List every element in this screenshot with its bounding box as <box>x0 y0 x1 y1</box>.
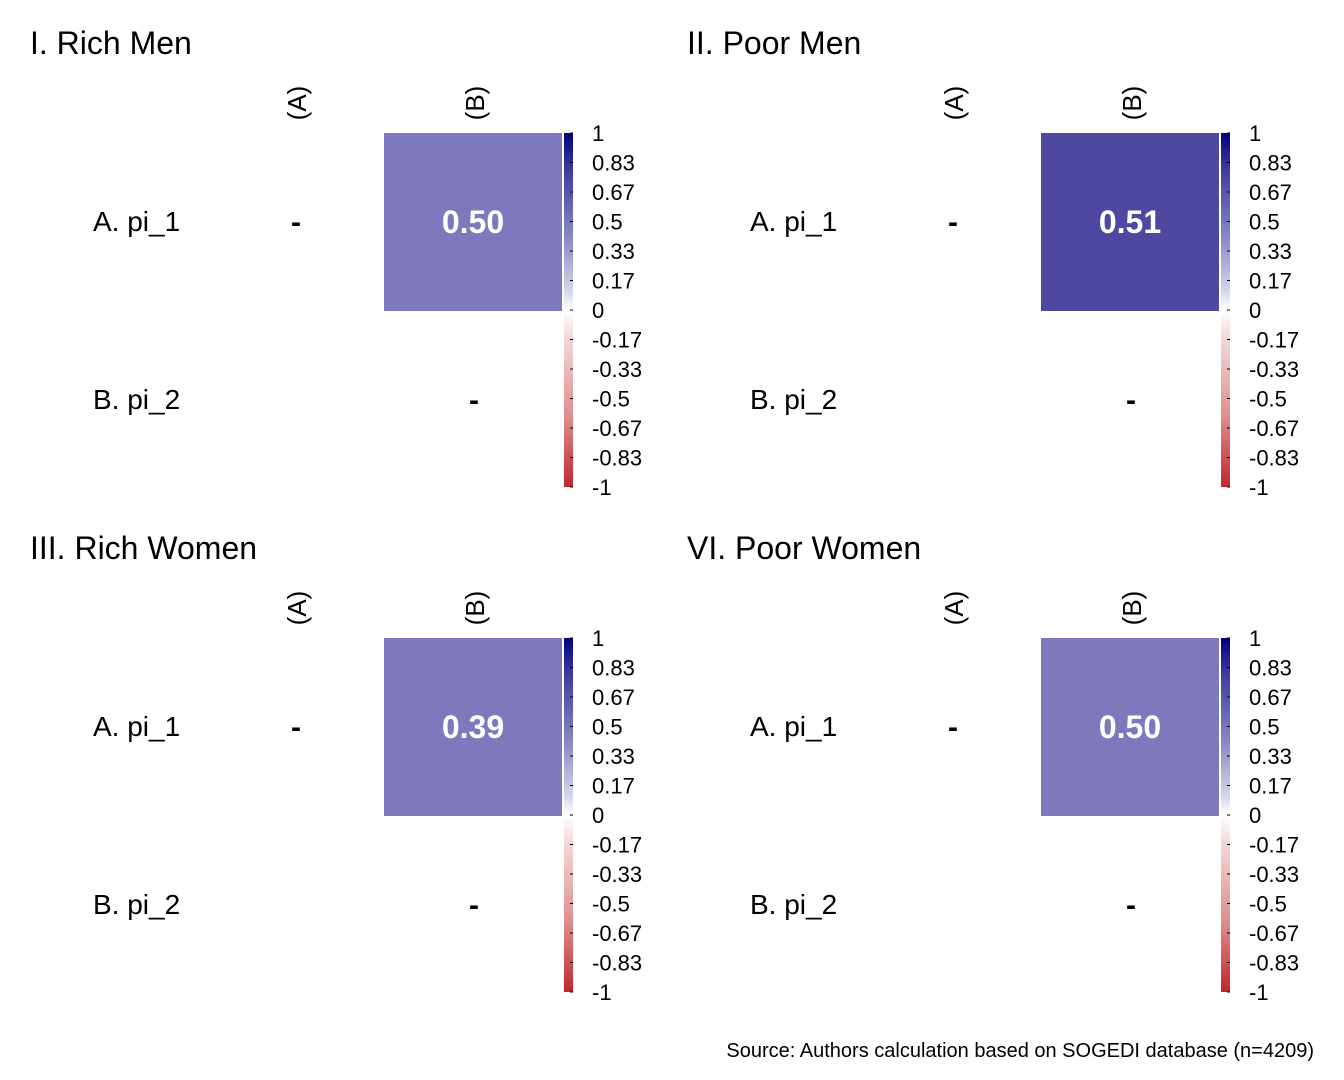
colorbar-tick-label: 0 <box>1249 298 1261 323</box>
colorbar-tick-label: 0.67 <box>1249 685 1292 710</box>
heatmap-panel: VI. Poor Women(A) (B)A. pi_1B. pi_2- 0.50-… <box>687 530 1299 1005</box>
cell-empty-marker: - <box>948 711 958 744</box>
column-label: (A) <box>939 591 969 626</box>
cell-empty-marker: - <box>291 206 301 239</box>
colorbar-tick-label: 0.17 <box>592 774 635 799</box>
colorbar-tick-label: 0.17 <box>1249 269 1292 294</box>
colorbar-tick-label: -0.5 <box>592 892 630 917</box>
colorbar-tick-label: -1 <box>592 475 612 500</box>
colorbar-tick-label: -0.67 <box>592 416 642 441</box>
row-label: A. pi_1 <box>750 206 837 237</box>
column-label: (A) <box>282 86 312 121</box>
cell-empty-marker: - <box>948 206 958 239</box>
colorbar-tick-label: 0.67 <box>592 685 635 710</box>
row-label: B. pi_2 <box>750 384 837 415</box>
row-label: A. pi_1 <box>93 206 180 237</box>
colorbar-tick-label: -0.5 <box>1249 387 1287 412</box>
colorbar-tick-label: -0.67 <box>1249 921 1299 946</box>
colorbar-tick-label: 0 <box>592 803 604 828</box>
row-label: B. pi_2 <box>750 889 837 920</box>
colorbar-tick-label: -0.5 <box>1249 892 1287 917</box>
colorbar-tick-label: 0.33 <box>1249 239 1292 264</box>
colorbar-tick-label: 0.83 <box>1249 151 1292 176</box>
cell-empty-marker: - <box>1126 384 1136 417</box>
colorbar-tick-label: -1 <box>1249 980 1269 1005</box>
colorbar-tick-label: 0.5 <box>592 210 623 235</box>
heatmap-panel: I. Rich Men(A) (B)A. pi_1B. pi_2- 0.50-10.… <box>30 25 642 500</box>
panel-title: III. Rich Women <box>30 530 257 566</box>
heatmap-cell <box>384 133 562 311</box>
column-label: (B) <box>460 591 490 626</box>
colorbar-tick-label: 0 <box>592 298 604 323</box>
heatmap-cell <box>1041 133 1219 311</box>
column-label: (B) <box>460 86 490 121</box>
colorbar-tick-label: -0.5 <box>592 387 630 412</box>
colorbar-tick-label: 0.67 <box>1249 180 1292 205</box>
colorbar-tick-label: 0.33 <box>592 239 635 264</box>
heatmap-cell <box>1041 638 1219 816</box>
cell-value-label: 0.39 <box>442 709 504 745</box>
colorbar-tick-label: 0.83 <box>592 151 635 176</box>
colorbar-tick-label: 0.17 <box>1249 774 1292 799</box>
colorbar-tick-label: 0 <box>1249 803 1261 828</box>
colorbar-tick-label: 0.67 <box>592 180 635 205</box>
colorbar-tick-label: -1 <box>592 980 612 1005</box>
row-label: B. pi_2 <box>93 889 180 920</box>
cell-empty-marker: - <box>291 711 301 744</box>
cell-empty-marker: - <box>469 889 479 922</box>
colorbar-tick-label: -1 <box>1249 475 1269 500</box>
colorbar-tick-label: 0.33 <box>592 744 635 769</box>
colorbar-tick-label: -0.17 <box>1249 833 1299 858</box>
colorbar-tick-label: -0.83 <box>1249 951 1299 976</box>
cell-empty-marker: - <box>1126 889 1136 922</box>
colorbar-tick-label: -0.33 <box>592 862 642 887</box>
colorbar-tick-label: -0.33 <box>1249 862 1299 887</box>
colorbar-tick-label: 1 <box>592 121 604 146</box>
colorbar <box>1221 638 1230 992</box>
heatmap-panel: III. Rich Women (A) (B) A. pi_1 B. pi_2 - 0.39… <box>30 530 642 1005</box>
cell-value-label: 0.50 <box>442 204 504 240</box>
colorbar-tick-label: 1 <box>592 626 604 651</box>
colorbar-tick-label: 0.33 <box>1249 744 1292 769</box>
colorbar-tick-label: 0.83 <box>1249 656 1292 681</box>
row-label: B. pi_2 <box>93 384 180 415</box>
cell-value-label: 0.51 <box>1099 204 1161 240</box>
colorbar-tick-label: -0.33 <box>592 357 642 382</box>
panel-title: II. Poor Men <box>687 25 861 61</box>
column-label: (A) <box>282 591 312 626</box>
colorbar-tick-label: -0.33 <box>1249 357 1299 382</box>
colorbar-tick-label: 1 <box>1249 626 1261 651</box>
colorbar-tick-label: 0.5 <box>1249 715 1280 740</box>
column-label: (B) <box>1117 86 1147 121</box>
colorbar-tick-label: -0.83 <box>1249 446 1299 471</box>
colorbar-tick-label: 0.5 <box>592 715 623 740</box>
colorbar <box>564 638 573 992</box>
column-label: (B) <box>1117 591 1147 626</box>
heatmap-panel: II. Poor Men(A) (B)A. pi_1B. pi_2- 0.51-10… <box>687 25 1299 500</box>
colorbar-tick-label: -0.17 <box>592 833 642 858</box>
colorbar-tick-label: 0.83 <box>592 656 635 681</box>
colorbar-tick-label: -0.83 <box>592 951 642 976</box>
panel-title: I. Rich Men <box>30 25 192 61</box>
colorbar-tick-label: 1 <box>1249 121 1261 146</box>
panel-title: VI. Poor Women <box>687 530 921 566</box>
colorbar <box>564 133 573 487</box>
source-note: Source: Authors calculation based on SOG… <box>726 1040 1314 1062</box>
cell-value-label: 0.50 <box>1099 709 1161 745</box>
row-label: A. pi_1 <box>93 711 180 742</box>
colorbar-tick-label: 0.17 <box>592 269 635 294</box>
column-label: (A) <box>939 86 969 121</box>
colorbar-tick-label: 0.5 <box>1249 210 1280 235</box>
cell-empty-marker: - <box>469 384 479 417</box>
colorbar-tick-label: -0.17 <box>592 328 642 353</box>
colorbar-tick-label: -0.83 <box>592 446 642 471</box>
colorbar-tick-label: -0.17 <box>1249 328 1299 353</box>
panels: I. Rich Men(A) (B)A. pi_1B. pi_2- 0.50-10.… <box>30 25 1299 1005</box>
colorbar <box>1221 133 1230 487</box>
colorbar-tick-label: -0.67 <box>592 921 642 946</box>
row-label: A. pi_1 <box>750 711 837 742</box>
heatmap-cell <box>384 638 562 816</box>
colorbar-tick-label: -0.67 <box>1249 416 1299 441</box>
